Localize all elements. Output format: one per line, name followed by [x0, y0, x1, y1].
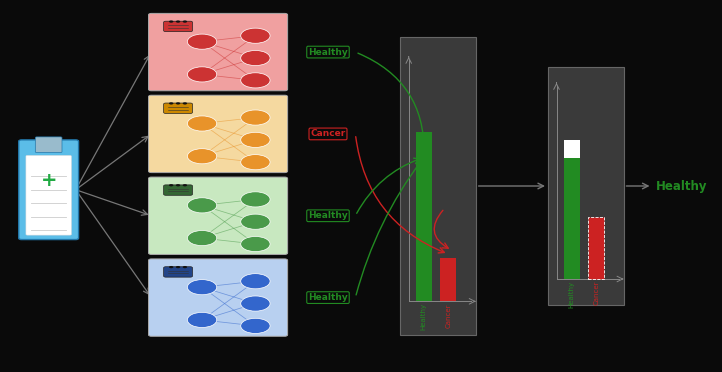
Text: Cancer: Cancer [310, 129, 346, 138]
Bar [416, 132, 432, 301]
Text: Cancer: Cancer [593, 281, 599, 305]
Bar [440, 258, 456, 301]
Circle shape [240, 318, 270, 333]
Circle shape [188, 280, 217, 295]
Circle shape [240, 51, 270, 65]
Text: Healthy: Healthy [308, 293, 348, 302]
Circle shape [240, 132, 270, 147]
Circle shape [188, 34, 217, 49]
FancyBboxPatch shape [548, 67, 624, 305]
Circle shape [240, 214, 270, 229]
Circle shape [188, 198, 217, 213]
FancyBboxPatch shape [164, 267, 193, 277]
Circle shape [169, 102, 173, 105]
FancyBboxPatch shape [35, 137, 62, 153]
Text: Healthy: Healthy [569, 281, 575, 308]
Circle shape [188, 116, 217, 131]
FancyBboxPatch shape [164, 185, 193, 195]
FancyBboxPatch shape [19, 140, 79, 240]
FancyBboxPatch shape [149, 177, 287, 254]
Circle shape [240, 296, 270, 311]
Circle shape [240, 237, 270, 251]
Text: Healthy: Healthy [656, 180, 708, 192]
FancyBboxPatch shape [164, 21, 193, 32]
Circle shape [240, 73, 270, 88]
Circle shape [176, 184, 180, 186]
FancyBboxPatch shape [149, 95, 287, 173]
Circle shape [176, 102, 180, 105]
Circle shape [183, 102, 187, 105]
Text: Healthy: Healthy [308, 48, 348, 57]
Circle shape [176, 20, 180, 23]
Circle shape [169, 266, 173, 268]
Circle shape [240, 110, 270, 125]
FancyBboxPatch shape [164, 103, 193, 113]
Circle shape [169, 184, 173, 186]
Text: Healthy: Healthy [308, 211, 348, 220]
Circle shape [188, 67, 217, 82]
Circle shape [188, 312, 217, 327]
Bar [564, 140, 580, 158]
Text: Healthy: Healthy [421, 303, 427, 330]
Circle shape [240, 274, 270, 289]
Circle shape [183, 20, 187, 23]
Circle shape [240, 28, 270, 43]
Circle shape [188, 231, 217, 246]
Circle shape [188, 149, 217, 164]
Bar [564, 158, 580, 279]
Bar [588, 217, 604, 279]
FancyBboxPatch shape [26, 155, 71, 235]
FancyBboxPatch shape [149, 13, 287, 91]
Circle shape [240, 155, 270, 170]
FancyBboxPatch shape [400, 37, 476, 335]
Text: +: + [40, 170, 57, 190]
Circle shape [240, 192, 270, 207]
Circle shape [183, 184, 187, 186]
Circle shape [183, 266, 187, 268]
Circle shape [169, 20, 173, 23]
FancyBboxPatch shape [149, 259, 287, 336]
Circle shape [176, 266, 180, 268]
Text: Cancer: Cancer [445, 303, 451, 328]
